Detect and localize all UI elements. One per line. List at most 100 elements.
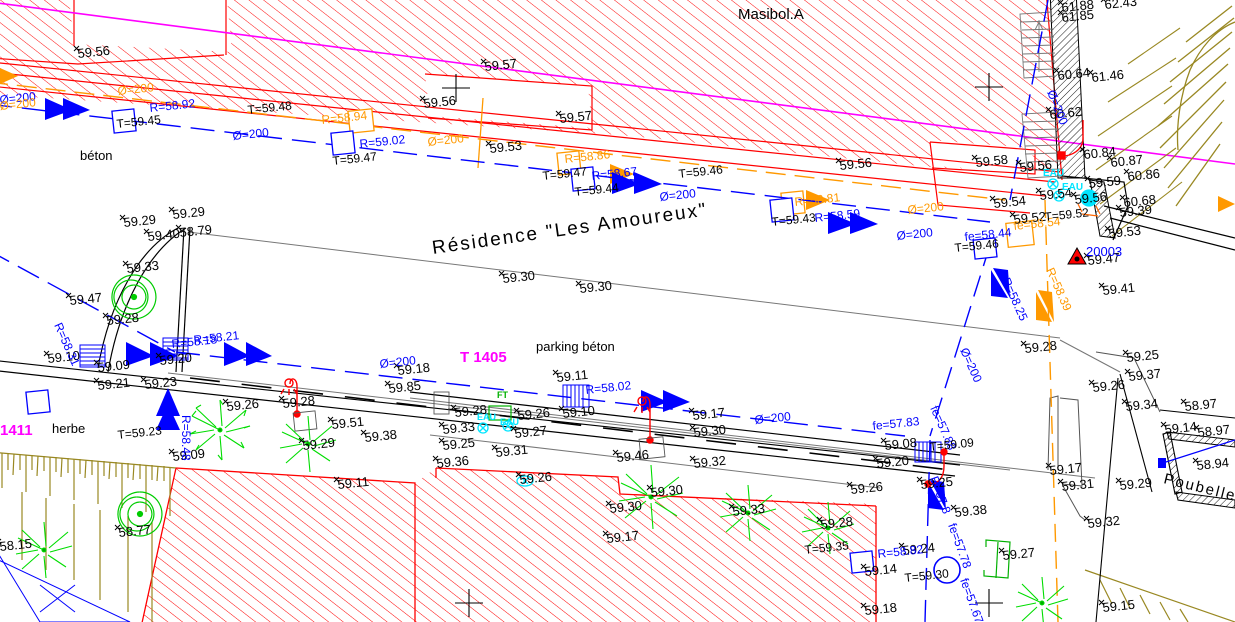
- spot-height-label: 59.11: [337, 474, 370, 492]
- spot-height-label: 59.24: [902, 540, 936, 558]
- manhole-annotation: Ø=200: [427, 131, 465, 149]
- manhole-annotation: Ø=200: [379, 353, 417, 371]
- manhole-annotation: R=58.59: [814, 206, 861, 225]
- spot-height-label: 59.28: [106, 310, 140, 328]
- manhole-annotation: Ø=200: [754, 409, 792, 427]
- spot-height-label: 59.47: [69, 290, 103, 308]
- survey-point-tick: [43, 350, 50, 357]
- spot-height-label: 59.31: [495, 442, 529, 460]
- spot-height-label: 58.97: [1197, 422, 1231, 440]
- small-grey-boxes: [292, 391, 666, 460]
- survey-point-tick: [93, 377, 100, 384]
- spot-height-label: 58.94: [1196, 455, 1230, 473]
- survey-point-tick: [880, 437, 887, 444]
- survey-point-tick: [1119, 194, 1126, 201]
- survey-point-tick: [510, 425, 517, 432]
- spot-height-label: 59.10: [47, 348, 81, 366]
- survey-point-tick: [333, 476, 340, 483]
- survey-point-tick: [450, 404, 457, 411]
- survey-point-tick: [872, 455, 879, 462]
- parcel-label-pt20003[interactable]: 20003: [1086, 244, 1122, 259]
- survey-point-tick: [1083, 515, 1090, 522]
- survey-point-tick: [513, 407, 520, 414]
- spot-height-label: 59.32: [693, 453, 727, 471]
- spot-height-label: 59.25: [442, 435, 476, 453]
- area-label-residence: Résidence "Les Amoureux": [431, 199, 709, 258]
- survey-point-tick: [1100, 0, 1107, 3]
- spot-height-label: 59.27: [514, 423, 548, 441]
- spot-height-label: 59.25: [920, 474, 954, 492]
- survey-point-tick: [1106, 154, 1113, 161]
- survey-point-tick: [1160, 421, 1167, 428]
- building-hatch-bottom-left: [141, 467, 416, 622]
- spot-height-label: 59.26: [517, 405, 551, 423]
- survey-point-tick: [327, 416, 334, 423]
- survey-point-tick: [1087, 69, 1094, 76]
- survey-point-tick: [816, 516, 823, 523]
- survey-point-tick: [175, 224, 182, 231]
- spot-height-label: 59.57: [559, 108, 593, 126]
- parcel-label-t1411[interactable]: 1411: [0, 422, 33, 439]
- utility-code-labels: EAU EAU EAU EAU FT: [477, 168, 1083, 427]
- survey-point-tick: [1098, 282, 1105, 289]
- spot-height-label: 59.38: [364, 427, 398, 445]
- palm-tree-symbols: [15, 399, 1069, 622]
- spot-height-label: 59.53: [1108, 223, 1142, 241]
- spot-height-label: 59.11: [556, 367, 589, 385]
- manhole-annotation: T=59.46: [678, 162, 724, 181]
- spot-height-label: 59.52: [1013, 209, 1047, 227]
- manhole-annotation: T=59.47: [332, 149, 378, 168]
- spot-height-label: 59.54: [1039, 185, 1073, 203]
- survey-point-tick: [168, 206, 175, 213]
- survey-point-tick: [646, 484, 653, 491]
- survey-point-tick: [728, 503, 735, 510]
- manhole-annotation: Ø=200: [0, 95, 37, 113]
- manhole-annotation: R=58.02: [585, 378, 632, 397]
- sewer-blue-network-lower: [0, 255, 906, 437]
- survey-point-tick: [168, 448, 175, 455]
- utility-label-eau-4: EAU: [500, 417, 519, 427]
- survey-point-tick: [1124, 368, 1131, 375]
- spot-height-label: 59.56: [839, 155, 873, 173]
- parcel-label-t1405[interactable]: T 1405: [460, 349, 507, 366]
- survey-point-tick: [688, 407, 695, 414]
- manhole-annotation: R=59.02: [359, 132, 406, 151]
- survey-point-tick: [360, 429, 367, 436]
- sewer-orange-network: [0, 82, 1006, 201]
- survey-point-tick: [1015, 159, 1022, 166]
- survey-point-tick: [1053, 67, 1060, 74]
- spot-height-label: 59.17: [606, 528, 640, 546]
- manhole-annotation: T=59.23: [117, 423, 163, 442]
- spot-height-label: 59.41: [1102, 280, 1136, 298]
- spot-height-label: 58.15: [0, 536, 33, 554]
- spot-height-label: 58.79: [179, 222, 213, 240]
- survey-point-tick: [1057, 0, 1064, 6]
- slope-embankment-right: [1157, 5, 1235, 207]
- survey-point-tick: [438, 437, 445, 444]
- survey-point-tick: [1115, 477, 1122, 484]
- survey-point-tick: [612, 449, 619, 456]
- green-utility-boxes: [488, 405, 1011, 579]
- spot-height-label: 59.85: [388, 378, 422, 396]
- manhole-annotation: R=58.94: [321, 108, 368, 127]
- spot-height-label: 60.62: [1049, 104, 1083, 122]
- survey-point-tick: [393, 362, 400, 369]
- spot-height-label: 59.51: [331, 414, 365, 432]
- parcel-number-labels[interactable]: T 1405 1411 20003: [0, 244, 1122, 439]
- spot-height-label: 59.25: [1126, 347, 1160, 365]
- survey-point-tick: [1180, 398, 1187, 405]
- survey-point-tick: [689, 455, 696, 462]
- survey-point-tick: [93, 359, 100, 366]
- survey-point-tick: [1088, 379, 1095, 386]
- survey-station-triangle: [1067, 246, 1087, 265]
- survey-point-tick: [1193, 424, 1200, 431]
- spot-height-label: 59.20: [876, 453, 910, 471]
- manhole-annotation: Ø=200: [232, 125, 270, 143]
- utility-label-ft-1: FT: [497, 390, 508, 400]
- survey-point-tick: [102, 312, 109, 319]
- spot-height-label: 59.18: [864, 600, 898, 618]
- manhole-annotation: T=59.46: [954, 236, 1000, 255]
- survey-point-tick: [119, 214, 126, 221]
